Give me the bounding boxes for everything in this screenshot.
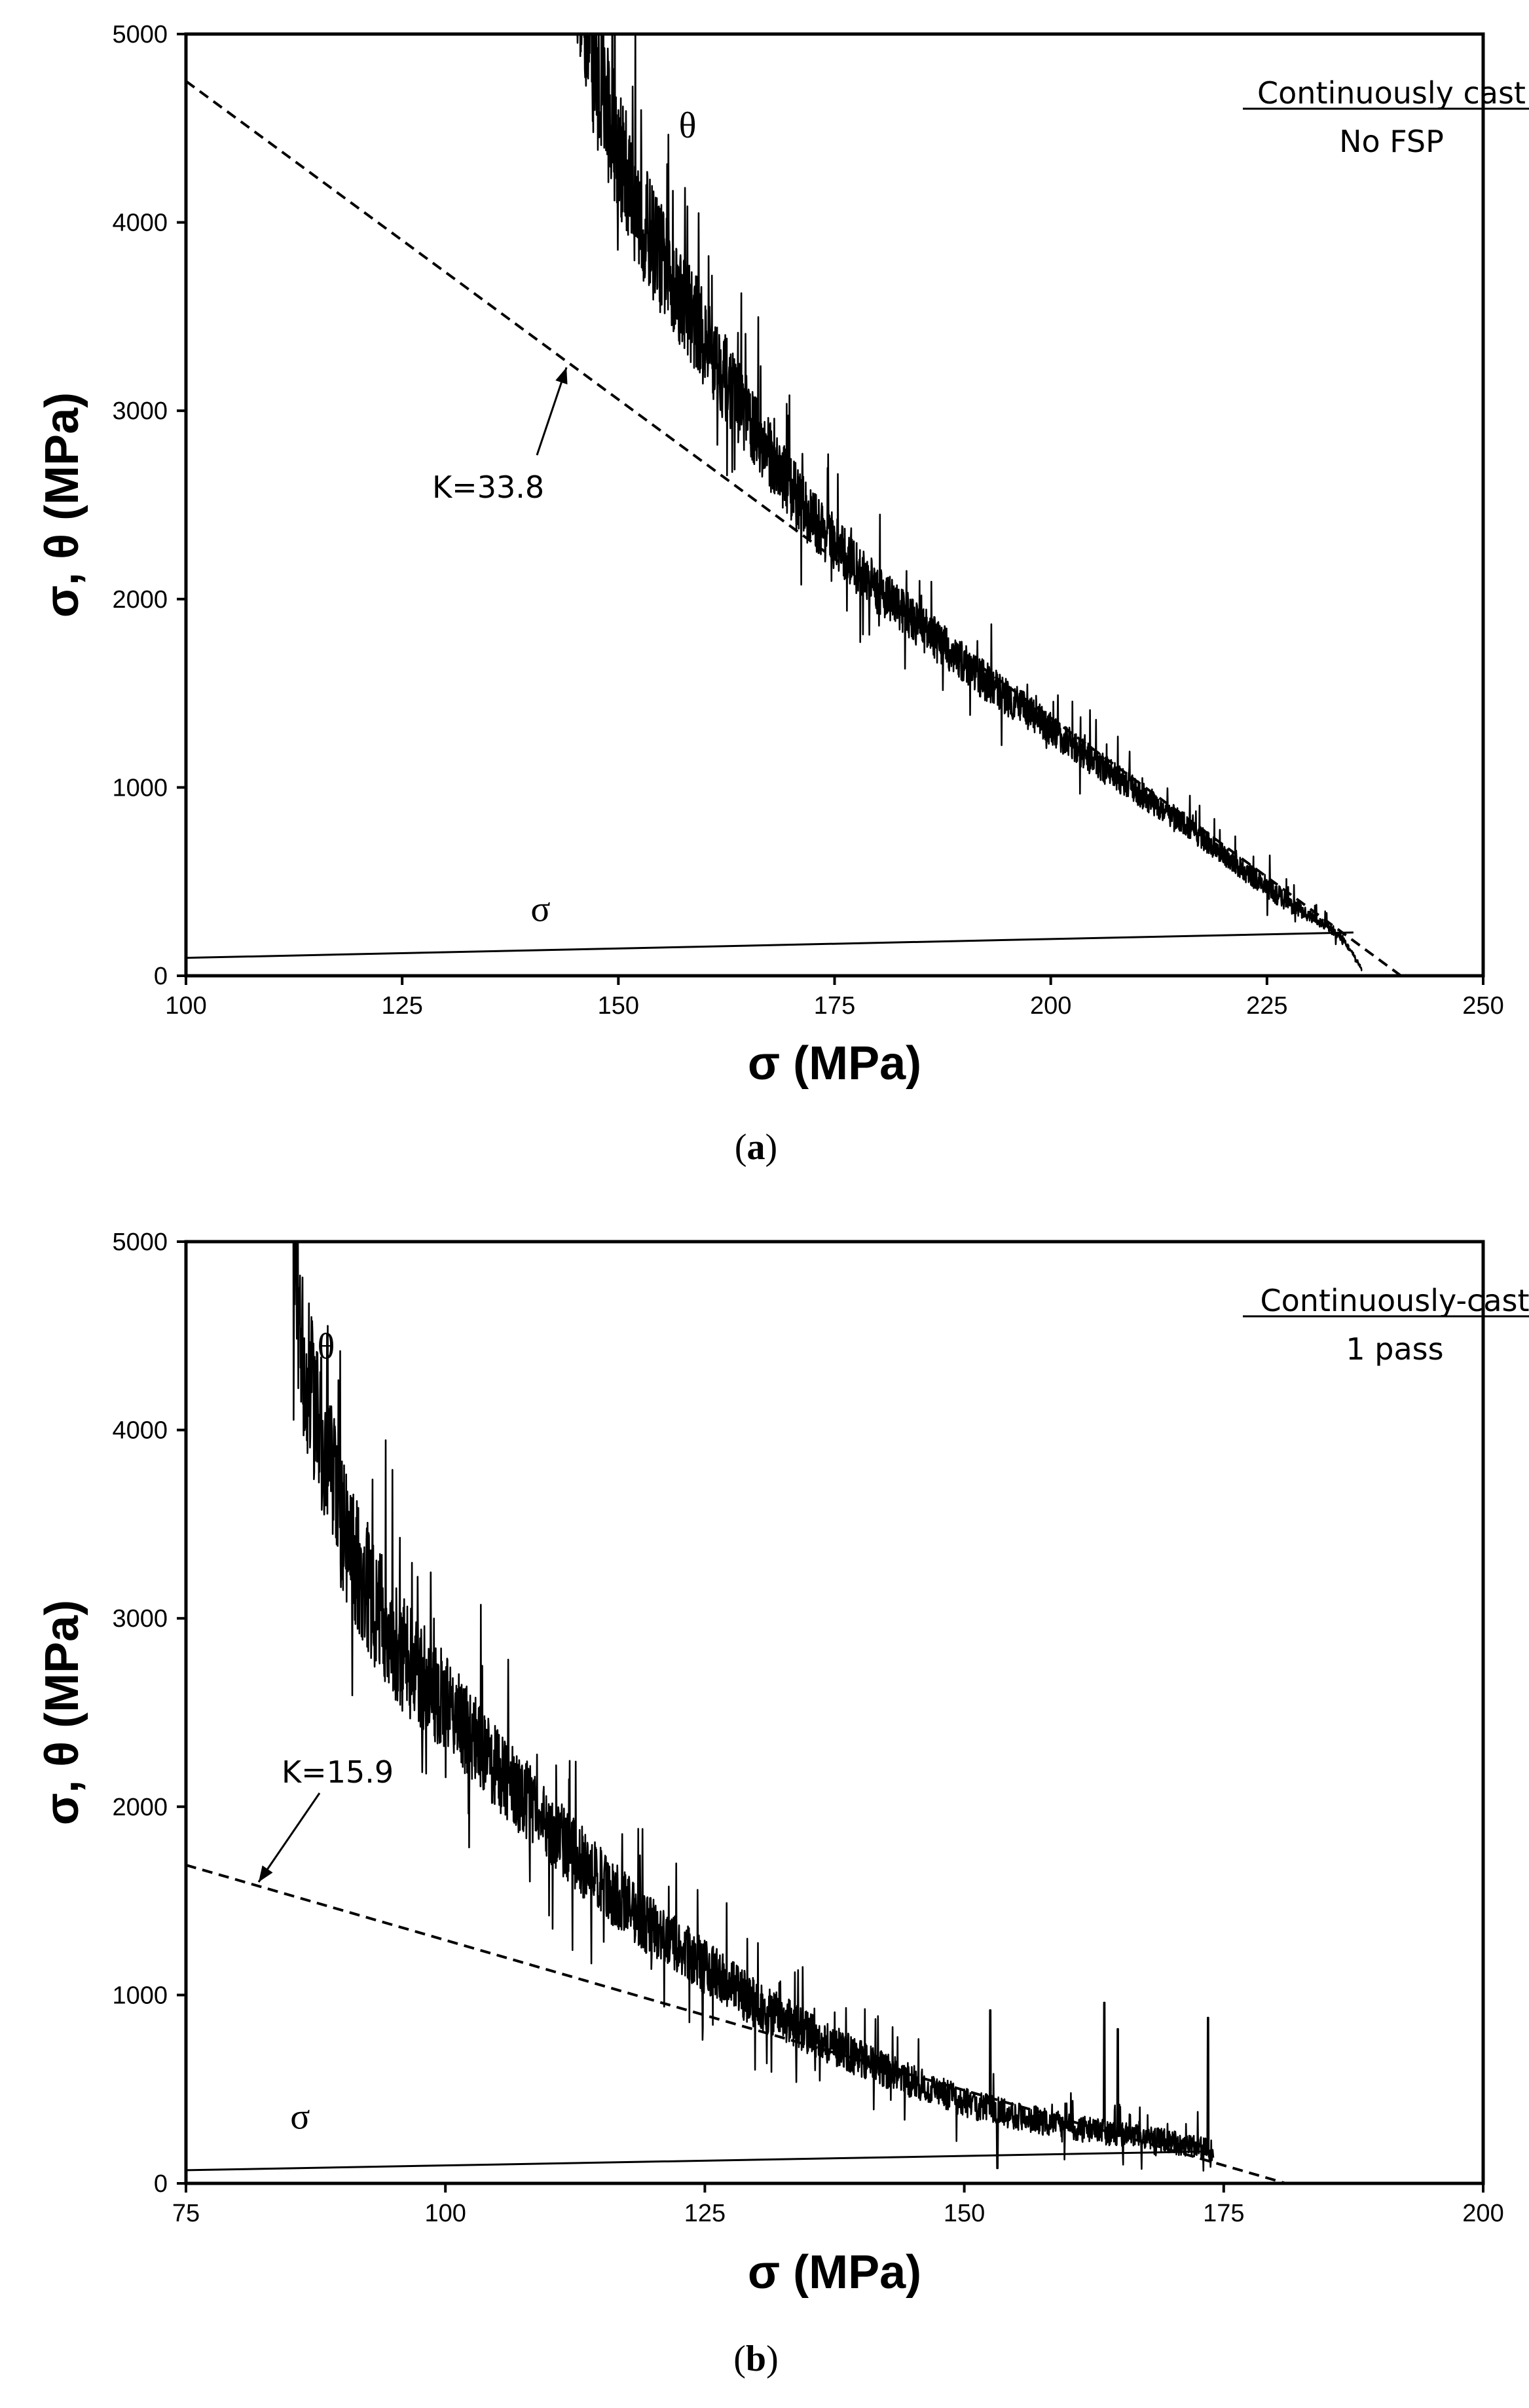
slope-annotation: K=33.8 (432, 470, 544, 505)
y-tick-label: 2000 (112, 586, 168, 614)
caption-open: ( (733, 2339, 746, 2379)
fit-line-dashed (186, 80, 1402, 976)
plot-area (186, 1242, 1287, 2183)
y-axis-title: σ, θ (MPa) (36, 392, 88, 618)
sigma-series-label: σ (290, 2097, 310, 2138)
y-tick-label: 2000 (112, 1794, 168, 1821)
x-tick-label: 175 (1203, 2200, 1244, 2227)
theta-series-line (292, 1242, 1215, 2172)
y-tick-label: 0 (154, 963, 168, 990)
x-tick-label: 125 (381, 992, 422, 1020)
sigma-series-line (186, 2150, 1213, 2172)
x-tick-label: 150 (598, 992, 639, 1020)
legend-subtitle: 1 pass (1346, 1331, 1443, 1367)
y-axis-title: σ, θ (MPa) (36, 1600, 88, 1825)
slope-annotation: K=15.9 (282, 1754, 394, 1790)
x-tick-label: 150 (944, 2200, 985, 2227)
annotation-arrow-head (555, 367, 568, 385)
annotation-arrow-line (257, 1792, 321, 1883)
y-tick-label: 5000 (112, 1229, 168, 1256)
plot-area (186, 34, 1402, 976)
panel-caption: (a) (735, 1127, 777, 1168)
y-tick-label: 1000 (112, 1982, 168, 2009)
plot-frame (184, 32, 1485, 978)
caption-letter: b (746, 2339, 766, 2379)
x-tick-label: 225 (1246, 992, 1287, 1020)
x-axis-title: σ (MPa) (748, 1037, 921, 1090)
legend-subtitle: No FSP (1339, 124, 1444, 159)
x-tick-label: 75 (172, 2200, 200, 2227)
legend-title: Continuously-cast (1260, 1283, 1529, 1318)
x-axis-title: σ (MPa) (748, 2246, 921, 2299)
chart-panel-a: 0 1000 2000 3000 4000 5000 100 125 150 175 200 225 2… (36, 21, 1529, 1168)
y-tick-label: 1000 (112, 774, 168, 802)
plot-frame (184, 1240, 1485, 2185)
theta-series-label: θ (679, 105, 697, 146)
y-tick-label: 5000 (112, 21, 168, 48)
y-tick-label: 3000 (112, 398, 168, 425)
x-tick-label: 200 (1030, 992, 1071, 1020)
annotation-arrow-head (258, 1865, 273, 1882)
sigma-series-label: σ (530, 889, 550, 930)
x-tick-label: 250 (1462, 992, 1503, 1020)
x-tick-label: 175 (814, 992, 855, 1020)
y-tick-label: 4000 (112, 1417, 168, 1445)
caption-close: ) (766, 2339, 779, 2379)
y-tick-label: 0 (154, 2170, 168, 2198)
x-tick-label: 200 (1462, 2200, 1503, 2227)
caption-open: ( (735, 1127, 747, 1168)
caption-close: ) (765, 1127, 778, 1168)
y-tick-label: 3000 (112, 1605, 168, 1633)
caption-letter: a (747, 1127, 765, 1168)
sigma-series-line (186, 931, 1354, 959)
theta-series-label: θ (318, 1326, 335, 1367)
y-tick-label: 4000 (112, 210, 168, 237)
x-tick-label: 100 (424, 2200, 466, 2227)
x-tick-label: 125 (684, 2200, 726, 2227)
x-tick-label: 100 (165, 992, 206, 1020)
panel-caption: (b) (733, 2339, 778, 2379)
legend-title: Continuously cast (1257, 75, 1526, 111)
chart-panel-b: 0 1000 2000 3000 4000 5000 75 100 125 150 175 200 σ … (36, 1229, 1529, 2379)
theta-series-line (576, 34, 1363, 972)
